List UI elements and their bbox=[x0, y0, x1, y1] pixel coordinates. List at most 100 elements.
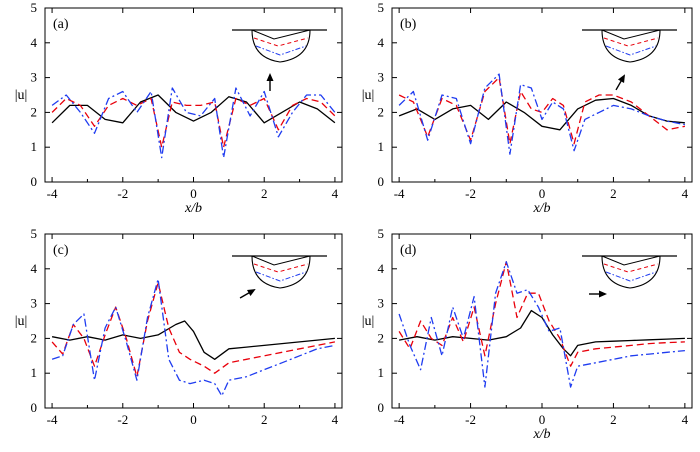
y-tick-label: 0 bbox=[31, 174, 38, 189]
y-tick-label: 2 bbox=[378, 104, 385, 119]
inset-schematic bbox=[582, 29, 677, 63]
series-dashed-red bbox=[51, 282, 336, 378]
y-tick-label: 3 bbox=[31, 296, 38, 311]
inset-red-interface bbox=[603, 263, 659, 273]
panel-d: -4 -2 0 2 4 0 1 2 3 4 5 |u| x/b (d) bbox=[362, 226, 693, 442]
x-tick-label: -2 bbox=[465, 412, 476, 427]
x-tick-label: 2 bbox=[610, 186, 617, 201]
inset-blue-interface bbox=[605, 45, 657, 56]
inset-canyon-outline bbox=[251, 29, 311, 63]
panel-b: -4 -2 0 2 4 0 1 2 3 4 5 |u| x/b (b) bbox=[362, 0, 693, 216]
y-tick-label: 2 bbox=[31, 330, 38, 345]
incidence-arrow-head bbox=[617, 74, 625, 84]
inset-canyon-outline bbox=[601, 29, 661, 63]
y-axis-title: |u| bbox=[362, 88, 375, 103]
inset-red-interface bbox=[253, 263, 309, 273]
y-tick-label: 5 bbox=[378, 0, 385, 15]
panel-c: -4 -2 0 2 4 0 1 2 3 4 5 |u| (c) bbox=[15, 226, 343, 427]
y-tick-label: 0 bbox=[378, 174, 385, 189]
series-solid-black bbox=[398, 309, 685, 357]
inset-canyon-outline bbox=[251, 255, 311, 289]
inset-schematic bbox=[582, 255, 677, 289]
inset-wedge bbox=[251, 29, 311, 40]
y-tick-label: 3 bbox=[378, 296, 385, 311]
x-tick-label: 4 bbox=[332, 186, 339, 201]
x-tick-label: 0 bbox=[539, 186, 546, 201]
x-tick-label: 0 bbox=[190, 412, 197, 427]
x-tick-label: -4 bbox=[47, 412, 58, 427]
inset-red-interface bbox=[603, 37, 659, 47]
x-tick-label: -4 bbox=[47, 186, 58, 201]
inset-schematic bbox=[232, 29, 327, 63]
incidence-arrow-head bbox=[266, 73, 274, 81]
x-tick-label: 2 bbox=[610, 412, 617, 427]
inset-red-interface bbox=[253, 37, 309, 47]
x-axis-title: x/b bbox=[532, 427, 550, 442]
y-tick-label: 1 bbox=[378, 139, 385, 154]
series-dashdot-blue bbox=[398, 261, 685, 388]
inset-blue-interface bbox=[255, 271, 307, 282]
panel-label: (a) bbox=[53, 17, 69, 32]
x-tick-label: 4 bbox=[682, 412, 689, 427]
x-tick-label: 2 bbox=[261, 186, 268, 201]
x-tick-label: -2 bbox=[117, 186, 128, 201]
x-tick-label: 4 bbox=[332, 412, 339, 427]
plot-frame bbox=[44, 233, 343, 409]
series-dashdot-blue bbox=[398, 73, 686, 155]
y-tick-label: 4 bbox=[31, 261, 38, 276]
inset-canyon-outline bbox=[601, 255, 661, 289]
y-tick-label: 5 bbox=[31, 0, 38, 15]
series-dashed-red bbox=[398, 76, 686, 145]
inset-wedge bbox=[251, 255, 311, 266]
inset-schematic bbox=[232, 255, 327, 289]
plot-frame bbox=[391, 233, 693, 409]
series-dashed-red bbox=[51, 97, 336, 148]
y-tick-label: 2 bbox=[378, 330, 385, 345]
panel-label: (d) bbox=[400, 243, 417, 258]
y-tick-label: 1 bbox=[378, 365, 385, 380]
panel-a: -4 -2 0 2 4 0 1 2 3 4 5 |u| x/b (a) bbox=[15, 0, 343, 216]
inset-wedge bbox=[601, 29, 661, 40]
y-tick-label: 1 bbox=[31, 365, 38, 380]
panel-label: (b) bbox=[400, 17, 417, 32]
x-axis-title: x/b bbox=[532, 201, 550, 216]
series-solid-black bbox=[51, 94, 336, 124]
incidence-arrow-head bbox=[599, 290, 607, 298]
panel-label: (c) bbox=[53, 243, 69, 258]
x-tick-label: 4 bbox=[682, 186, 689, 201]
y-tick-label: 3 bbox=[378, 70, 385, 85]
x-tick-label: -2 bbox=[465, 186, 476, 201]
x-tick-label: 0 bbox=[539, 412, 546, 427]
y-tick-label: 0 bbox=[31, 400, 38, 415]
y-tick-label: 5 bbox=[378, 226, 385, 241]
series-dashed-red bbox=[398, 261, 685, 367]
y-axis-title: |u| bbox=[15, 314, 28, 329]
y-axis-title: |u| bbox=[15, 88, 28, 103]
y-tick-label: 2 bbox=[31, 104, 38, 119]
y-axis-title: |u| bbox=[362, 314, 375, 329]
x-tick-label: -4 bbox=[394, 186, 405, 201]
x-tick-label: -4 bbox=[394, 412, 405, 427]
series-solid-black bbox=[51, 320, 335, 360]
incidence-arrow-head bbox=[246, 289, 256, 297]
y-tick-label: 0 bbox=[378, 400, 385, 415]
series-dashdot-blue bbox=[51, 278, 336, 397]
series-dashdot-blue bbox=[51, 87, 336, 159]
x-tick-label: 0 bbox=[190, 186, 197, 201]
series-solid-black bbox=[398, 97, 685, 131]
plot-frame bbox=[44, 7, 343, 183]
inset-blue-interface bbox=[605, 271, 657, 282]
y-tick-label: 3 bbox=[31, 70, 38, 85]
y-tick-label: 4 bbox=[378, 261, 385, 276]
y-tick-label: 5 bbox=[31, 226, 38, 241]
x-axis-title: x/b bbox=[184, 201, 202, 216]
inset-blue-interface bbox=[255, 45, 307, 56]
y-tick-label: 4 bbox=[378, 35, 385, 50]
inset-wedge bbox=[601, 255, 661, 266]
x-tick-label: -2 bbox=[117, 412, 128, 427]
y-tick-label: 1 bbox=[31, 139, 38, 154]
plot-frame bbox=[391, 7, 693, 183]
y-tick-label: 4 bbox=[31, 35, 38, 50]
x-tick-label: 2 bbox=[261, 412, 268, 427]
